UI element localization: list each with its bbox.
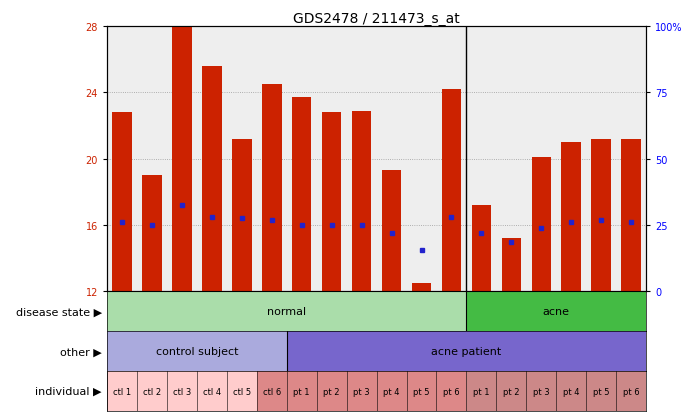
Bar bbox=[502, 239, 521, 292]
Bar bbox=[591, 140, 611, 292]
Text: individual ▶: individual ▶ bbox=[35, 386, 102, 396]
Bar bbox=[113, 113, 132, 292]
Bar bbox=[412, 283, 431, 292]
Bar bbox=[442, 90, 461, 292]
Text: ctl 2: ctl 2 bbox=[143, 387, 161, 396]
Text: pt 1: pt 1 bbox=[294, 387, 310, 396]
Bar bbox=[531, 158, 551, 292]
Bar bbox=[232, 140, 252, 292]
Text: pt 3: pt 3 bbox=[353, 387, 370, 396]
Text: pt 5: pt 5 bbox=[593, 387, 609, 396]
Text: disease state ▶: disease state ▶ bbox=[16, 306, 102, 317]
Text: ctl 6: ctl 6 bbox=[263, 387, 281, 396]
Text: pt 4: pt 4 bbox=[563, 387, 580, 396]
Bar bbox=[202, 66, 222, 292]
Text: pt 6: pt 6 bbox=[443, 387, 460, 396]
Text: pt 1: pt 1 bbox=[473, 387, 490, 396]
Text: pt 5: pt 5 bbox=[413, 387, 430, 396]
Bar bbox=[322, 113, 341, 292]
Text: pt 2: pt 2 bbox=[323, 387, 340, 396]
Text: pt 6: pt 6 bbox=[623, 387, 639, 396]
Bar bbox=[621, 140, 641, 292]
Text: ctl 1: ctl 1 bbox=[113, 387, 131, 396]
Text: pt 3: pt 3 bbox=[533, 387, 549, 396]
Text: acne: acne bbox=[542, 306, 570, 317]
Text: acne patient: acne patient bbox=[431, 347, 502, 356]
Bar bbox=[382, 171, 401, 292]
Title: GDS2478 / 211473_s_at: GDS2478 / 211473_s_at bbox=[293, 12, 460, 26]
Text: pt 2: pt 2 bbox=[503, 387, 520, 396]
Bar bbox=[562, 143, 581, 292]
Text: control subject: control subject bbox=[155, 347, 238, 356]
Bar bbox=[262, 85, 281, 292]
Text: ctl 3: ctl 3 bbox=[173, 387, 191, 396]
Bar bbox=[142, 176, 162, 292]
Bar bbox=[292, 98, 312, 292]
Text: normal: normal bbox=[267, 306, 306, 317]
Text: ctl 5: ctl 5 bbox=[233, 387, 251, 396]
Bar bbox=[352, 111, 371, 292]
Bar bbox=[472, 206, 491, 292]
Text: ctl 4: ctl 4 bbox=[203, 387, 221, 396]
Bar bbox=[172, 27, 191, 292]
Text: pt 4: pt 4 bbox=[384, 387, 400, 396]
Text: other ▶: other ▶ bbox=[60, 347, 102, 356]
